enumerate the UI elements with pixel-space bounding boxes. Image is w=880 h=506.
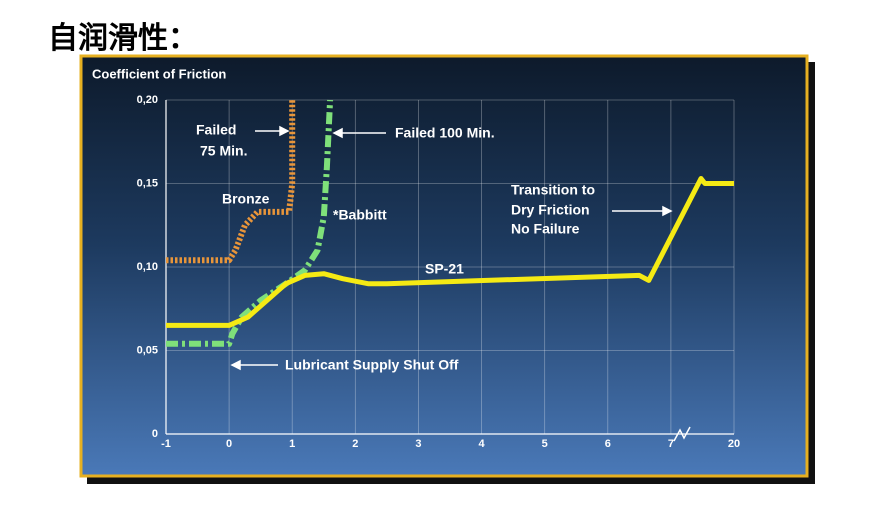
chart-title: Coefficient of Friction: [92, 66, 226, 81]
series-label: *Babbitt: [333, 207, 387, 223]
x-tick-label: 5: [542, 438, 548, 450]
x-tick-label: 3: [415, 438, 421, 450]
lines: [166, 99, 734, 347]
page-title: 自润滑性：: [48, 21, 198, 55]
annotation: Failed: [196, 122, 236, 138]
y-tick-label: 0,20: [137, 94, 158, 106]
series-label: Bronze: [222, 191, 270, 207]
annotation: 75 Min.: [200, 143, 247, 159]
y-tick-label: 0,05: [137, 344, 158, 356]
y-tick-label: 0: [152, 428, 158, 440]
x-tick-label: 2: [352, 438, 358, 450]
annotation: Failed 100 Min.: [395, 125, 495, 141]
series-line: [166, 100, 296, 264]
x-tick-label: 6: [605, 438, 611, 450]
series-label: SP-21: [425, 261, 464, 277]
annotation: Lubricant Supply Shut Off: [285, 357, 459, 373]
y-tick-label: 0,10: [137, 261, 158, 273]
x-tick-label: 7: [668, 438, 674, 450]
annotation: Dry Friction: [511, 202, 590, 218]
x-tick-label: 20: [728, 438, 740, 450]
arrows: [230, 125, 673, 371]
x-tick-label: 0: [226, 438, 232, 450]
y-tick-label: 0,15: [137, 177, 158, 189]
x-tick-label: 4: [478, 438, 485, 450]
series-line: [166, 176, 734, 328]
x-tick-label: 1: [289, 438, 295, 450]
annotation: Transition to: [511, 182, 595, 198]
x-tick-label: -1: [161, 438, 171, 450]
axis-break: [673, 426, 691, 442]
chart-panel: [79, 54, 809, 478]
annotation: No Failure: [511, 221, 580, 237]
